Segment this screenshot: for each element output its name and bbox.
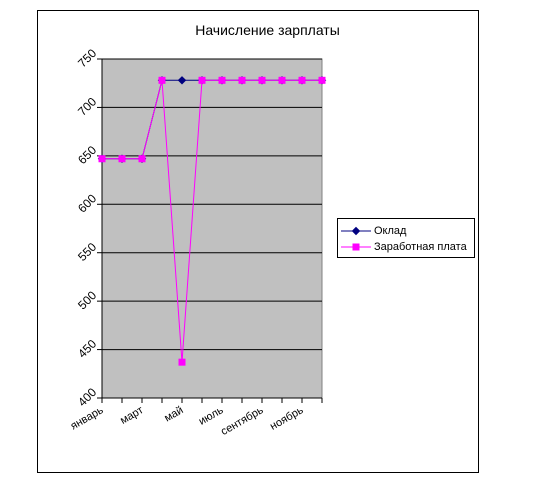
legend-swatch-series-1 — [341, 226, 371, 236]
x-tick-label-март: март — [118, 404, 145, 427]
legend-swatch-series-2 — [341, 243, 371, 251]
x-tick-label-ноябрь: ноябрь — [268, 404, 306, 433]
y-tick-label-700: 700 — [75, 94, 99, 118]
series-2-point-11 — [298, 76, 306, 84]
series-2-point-10 — [278, 76, 286, 84]
plot-background — [101, 58, 323, 399]
legend-item-series-1: Оклад — [338, 224, 474, 238]
series-2-point-4 — [158, 76, 166, 84]
series-2-point-2 — [118, 155, 126, 163]
series-2-point-8 — [238, 76, 246, 84]
y-tick-label-450: 450 — [75, 336, 99, 360]
x-tick-label-сентябрь: сентябрь — [219, 404, 266, 438]
x-tick-label-январь: январь — [69, 404, 106, 432]
legend-label-series-2: Заработная плата — [374, 241, 467, 253]
series-2-point-12 — [318, 76, 326, 84]
series-2-point-3 — [138, 155, 146, 163]
y-tick-label-550: 550 — [75, 240, 99, 264]
series-2-point-6 — [198, 76, 206, 84]
legend: Оклад Заработная плата — [337, 218, 475, 258]
series-2-point-5 — [178, 358, 186, 366]
series-1-point-5 — [177, 76, 187, 85]
x-tick-label-май: май — [162, 404, 185, 424]
y-tick-label-500: 500 — [75, 288, 99, 312]
series-2-point-9 — [258, 76, 266, 84]
x-tick-label-июль: июль — [197, 404, 226, 428]
series-2-point-1 — [98, 155, 106, 163]
y-tick-label-750: 750 — [75, 46, 99, 70]
legend-label-series-1: Оклад — [374, 225, 407, 237]
y-tick-label-600: 600 — [75, 191, 99, 215]
chart-title: Начисление зарплаты — [195, 22, 340, 38]
y-tick-label-650: 650 — [75, 143, 99, 167]
legend-item-series-2: Заработная плата — [338, 240, 474, 254]
series-2-point-7 — [218, 76, 226, 84]
